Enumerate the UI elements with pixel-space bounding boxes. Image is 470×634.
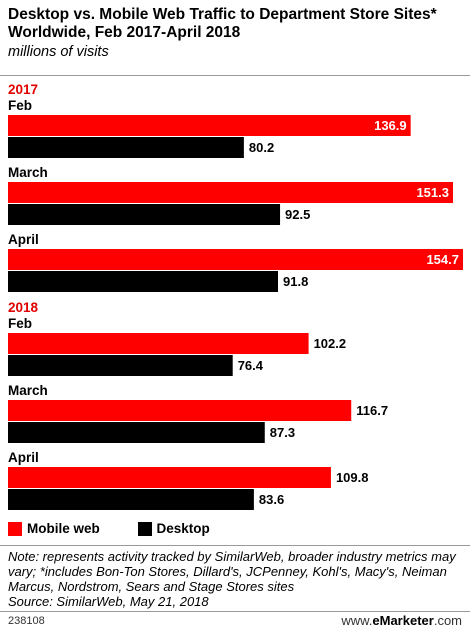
value-label-desktop: 83.6: [259, 492, 284, 507]
legend-desktop: Desktop: [137, 521, 210, 536]
brand-suffix: .com: [433, 613, 462, 628]
source-text: Source: SimilarWeb, May 21, 2018: [8, 594, 209, 609]
year-label-2018: 2018: [8, 300, 39, 315]
note-text: Note: represents activity tracked by Sim…: [8, 549, 456, 594]
bar-mobile-2017-march: [8, 182, 453, 203]
value-label-mobile: 109.8: [336, 470, 369, 485]
chart-id: 238108: [8, 615, 45, 627]
month-label: Feb: [8, 98, 32, 113]
value-label-desktop: 87.3: [270, 425, 295, 440]
month-label: March: [8, 383, 48, 398]
value-label-desktop: 91.8: [283, 274, 308, 289]
brand-link[interactable]: www.eMarketer.com: [341, 613, 462, 628]
legend-label-mobile: Mobile web: [27, 521, 100, 536]
year-label-2017: 2017: [8, 82, 38, 97]
bar-desktop-2017-march: [8, 204, 281, 225]
month-label: April: [8, 450, 39, 465]
value-label-mobile: 154.7: [426, 252, 459, 267]
value-label-mobile: 116.7: [356, 403, 388, 418]
month-label: March: [8, 165, 48, 180]
footnote: Note: represents activity tracked by Sim…: [8, 549, 466, 609]
value-label-desktop: 80.2: [249, 140, 274, 155]
value-label-desktop: 92.5: [285, 207, 310, 222]
legend: Mobile web Desktop: [8, 521, 244, 539]
value-label-mobile: 151.3: [416, 185, 449, 200]
legend-swatch-mobile: [8, 521, 22, 536]
bar-desktop-2018-march: [8, 422, 265, 443]
value-label-mobile: 136.9: [374, 118, 407, 133]
legend-mobile: Mobile web: [8, 521, 100, 536]
brand-name: eMarketer: [372, 613, 434, 628]
chart-subtitle: millions of visits: [8, 44, 109, 60]
legend-label-desktop: Desktop: [156, 521, 210, 536]
bar-desktop-2017-feb: [8, 137, 244, 158]
chart-title: Desktop vs. Mobile Web Traffic to Depart…: [8, 6, 437, 41]
bar-mobile-2017-feb: [8, 115, 411, 136]
bar-desktop-2017-april: [8, 271, 278, 292]
value-label-desktop: 76.4: [238, 358, 264, 373]
bar-mobile-2017-april: [8, 249, 463, 270]
month-label: April: [8, 232, 39, 247]
bar-mobile-2018-april: [8, 467, 331, 488]
bar-mobile-2018-feb: [8, 333, 309, 354]
value-label-mobile: 102.2: [314, 336, 347, 351]
legend-swatch-desktop: [137, 521, 152, 536]
note-divider: [0, 545, 470, 546]
bar-mobile-2018-march: [8, 400, 352, 421]
brand-prefix: www.: [341, 613, 373, 628]
footer-divider: [0, 611, 470, 612]
month-label: Feb: [8, 316, 32, 331]
bar-desktop-2018-april: [8, 489, 254, 510]
top-divider: [0, 75, 470, 76]
bar-desktop-2018-feb: [8, 355, 233, 376]
